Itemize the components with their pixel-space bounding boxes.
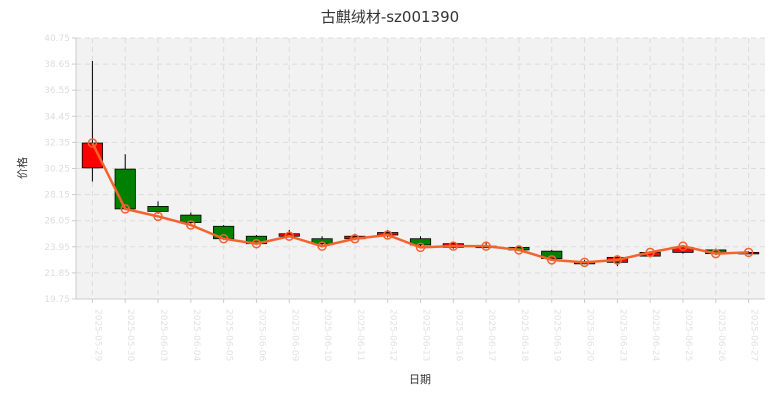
x-tick-label: 2025-06-06 [256, 309, 266, 362]
x-axis-label: 日期 [409, 373, 431, 386]
x-tick-label: 2025-06-12 [388, 309, 398, 361]
y-axis-label: 价格 [15, 157, 29, 179]
y-tick-label: 30.25 [44, 165, 70, 175]
x-tick-label: 2025-05-29 [92, 309, 102, 362]
x-tick-label: 2025-06-18 [519, 309, 529, 362]
x-tick-label: 2025-06-20 [585, 309, 595, 362]
y-tick-label: 23.95 [44, 243, 70, 253]
x-tick-label: 2025-06-26 [716, 309, 726, 362]
x-tick-label: 2025-06-09 [289, 309, 299, 362]
x-tick-label: 2025-05-30 [125, 309, 135, 362]
y-tick-label: 28.15 [44, 191, 70, 201]
x-tick-label: 2025-06-16 [453, 309, 463, 362]
x-tick-label: 2025-06-11 [355, 309, 365, 361]
y-tick-label: 19.75 [44, 295, 70, 305]
x-tick-label: 2025-06-19 [552, 309, 562, 362]
x-tick-label: 2025-06-25 [683, 309, 693, 361]
y-tick-label: 21.85 [44, 269, 70, 279]
y-tick-label: 32.35 [44, 138, 70, 148]
x-tick-label: 2025-06-04 [191, 309, 201, 362]
candle-body [115, 169, 135, 209]
x-tick-label: 2025-06-24 [650, 309, 660, 362]
x-tick-label: 2025-06-13 [421, 309, 431, 361]
y-tick-label: 40.75 [44, 34, 70, 44]
x-tick-label: 2025-06-23 [617, 309, 627, 361]
y-tick-label: 26.05 [44, 217, 70, 227]
x-tick-label: 2025-06-05 [224, 309, 234, 361]
x-tick-label: 2025-06-17 [486, 309, 496, 361]
candle-body [148, 206, 168, 211]
chart-title: 古麒绒材-sz001390 [321, 8, 459, 26]
y-tick-label: 38.65 [44, 60, 70, 70]
y-tick-label: 34.45 [44, 112, 70, 122]
x-tick-label: 2025-06-10 [322, 309, 332, 362]
x-tick-label: 2025-06-27 [749, 309, 759, 361]
x-tick-label: 2025-06-03 [158, 309, 168, 361]
y-tick-label: 36.55 [44, 86, 70, 96]
